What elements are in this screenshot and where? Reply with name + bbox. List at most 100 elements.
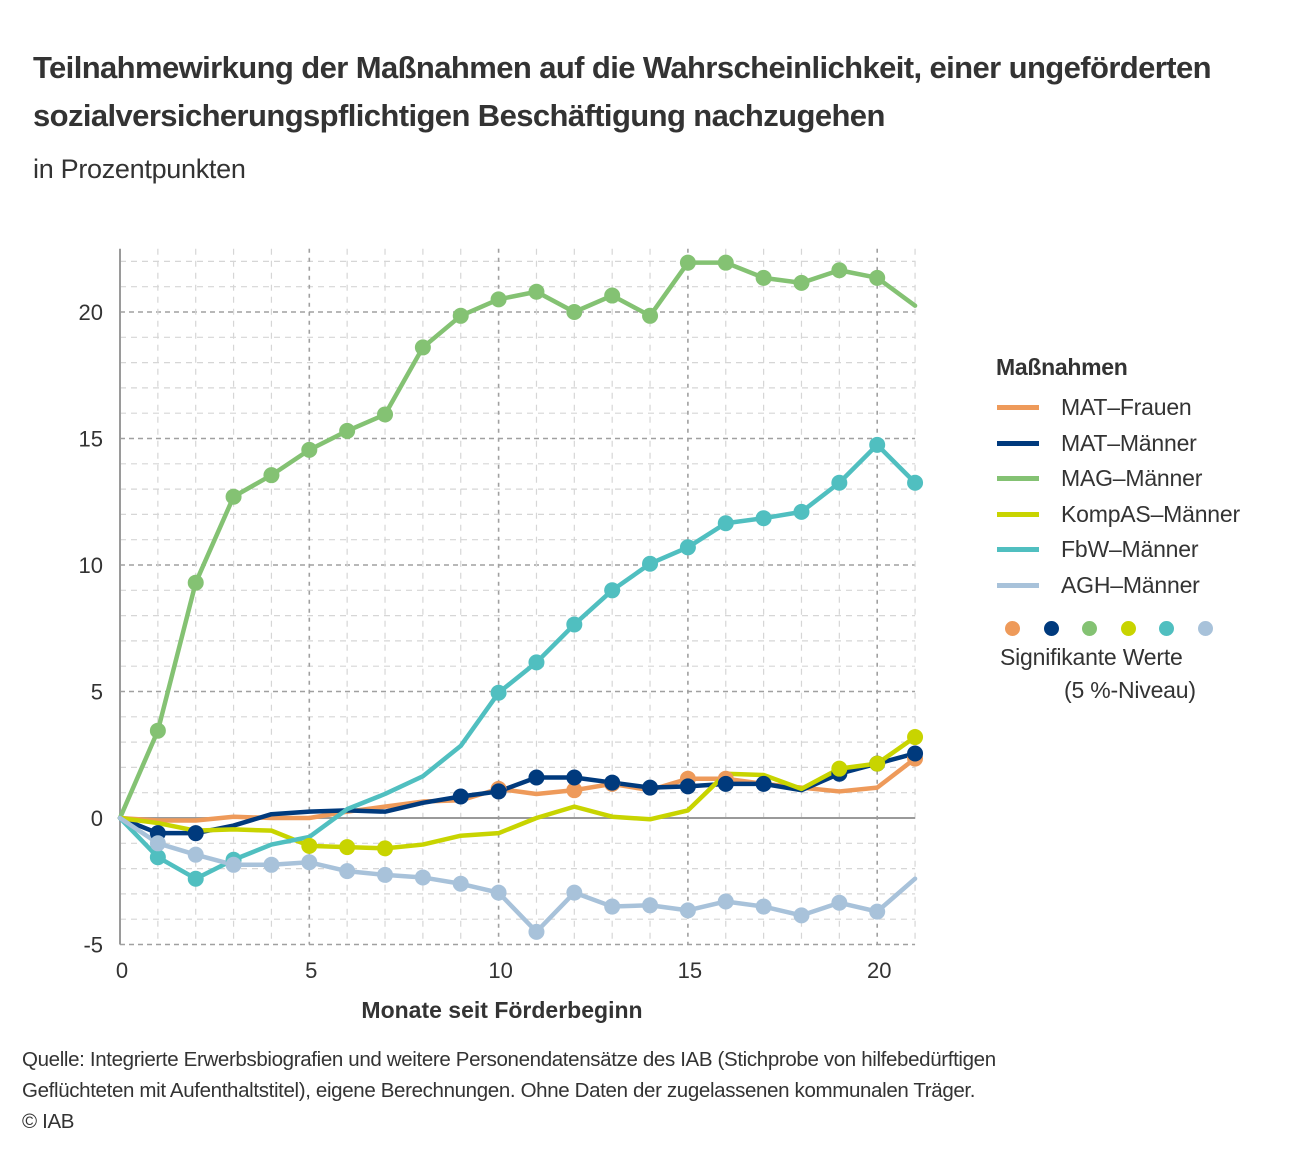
data-point-agh-männer	[831, 894, 848, 911]
legend-item: AGH–Männer	[996, 568, 1296, 604]
data-point-mat-männer	[528, 769, 545, 786]
data-point-mag-männer	[263, 467, 280, 484]
x-tick-label: 5	[305, 958, 317, 983]
data-point-agh-männer	[377, 866, 394, 883]
series-line-agh-männer	[117, 815, 918, 935]
y-tick-label: 5	[91, 680, 103, 705]
legend-swatch	[997, 476, 1039, 482]
data-point-mag-männer	[604, 287, 621, 304]
data-point-agh-männer	[755, 898, 772, 915]
data-point-agh-männer	[679, 902, 696, 919]
data-point-mag-männer	[414, 339, 431, 356]
significance-dots	[1005, 621, 1296, 636]
data-point-mat-männer	[452, 788, 469, 805]
data-point-kompas-männer	[301, 837, 318, 854]
y-tick-label: 10	[79, 553, 103, 578]
data-point-fbw-männer	[490, 684, 507, 701]
data-point-kompas-männer	[377, 840, 394, 857]
significance-dot	[1120, 621, 1136, 636]
series-line-mat-männer	[117, 751, 918, 836]
data-point-agh-männer	[414, 869, 431, 886]
grid-lines	[120, 248, 916, 946]
axes	[119, 248, 916, 945]
legend-swatch	[997, 440, 1039, 446]
data-point-fbw-männer	[907, 474, 924, 491]
legend-label: FbW–Männer	[1061, 536, 1199, 563]
significance-label-line1: Signifikante Werte	[1000, 644, 1183, 670]
data-point-agh-männer	[604, 898, 621, 915]
chart-subtitle: in Prozentpunkten	[33, 154, 246, 184]
significance-dot	[1082, 621, 1097, 636]
legend-swatch	[997, 511, 1039, 517]
data-point-mag-männer	[528, 283, 545, 300]
data-point-agh-männer	[490, 884, 507, 901]
legend-label: KompAS–Männer	[1061, 500, 1240, 527]
data-point-fbw-männer	[528, 654, 545, 671]
data-point-mat-männer	[679, 778, 696, 795]
significance-label: Signifikante Werte (5 %-Niveau)	[1000, 641, 1296, 707]
legend-item: FbW–Männer	[996, 532, 1296, 568]
data-point-fbw-männer	[793, 503, 810, 520]
data-point-agh-männer	[452, 875, 469, 892]
legend-label: MAT–Männer	[1061, 429, 1197, 456]
data-point-mag-männer	[339, 422, 356, 439]
data-point-fbw-männer	[642, 555, 659, 572]
y-tick-label: 15	[79, 427, 103, 452]
x-tick-label: 20	[867, 958, 891, 983]
data-point-agh-männer	[263, 856, 280, 873]
significance-label-line2: (5 %-Niveau)	[1064, 677, 1196, 703]
source-note: Quelle: Integrierte Erwerbsbiografien un…	[22, 1044, 1282, 1137]
data-point-agh-männer	[642, 897, 659, 914]
source-line-1: Quelle: Integrierte Erwerbsbiografien un…	[22, 1048, 996, 1071]
data-point-fbw-männer	[717, 515, 734, 532]
copyright: © IAB	[22, 1110, 75, 1133]
data-point-mat-männer	[907, 745, 924, 762]
data-point-mag-männer	[642, 307, 659, 324]
legend-item: MAT–Männer	[996, 426, 1296, 462]
data-point-agh-männer	[566, 884, 583, 901]
data-point-mat-männer	[642, 779, 659, 796]
data-point-kompas-männer	[339, 839, 356, 856]
data-point-mag-männer	[187, 574, 204, 591]
data-point-agh-männer	[187, 846, 204, 863]
legend-title: Maßnahmen	[996, 354, 1128, 380]
data-point-mag-männer	[566, 304, 583, 320]
data-point-fbw-männer	[679, 539, 696, 556]
data-point-mat-männer	[755, 775, 772, 792]
data-point-fbw-männer	[566, 616, 583, 633]
data-point-kompas-männer	[907, 729, 924, 746]
data-point-agh-männer	[869, 903, 886, 920]
series-line-kompas-männer	[117, 734, 918, 851]
data-point-agh-männer	[225, 856, 242, 873]
data-point-agh-männer	[528, 923, 545, 940]
data-point-mag-männer	[301, 441, 318, 458]
tick-labels: -5 0 5 10 15 20 0 5 10 15 20	[79, 300, 892, 983]
legend-swatch	[997, 405, 1039, 411]
legend-label: MAG–Männer	[1061, 465, 1203, 492]
data-point-mag-männer	[679, 254, 696, 271]
data-point-mat-männer	[187, 825, 204, 842]
series-lines	[117, 260, 918, 935]
data-point-mag-männer	[225, 488, 242, 505]
y-tick-label: 0	[91, 806, 103, 831]
legend-item: KompAS–Männer	[996, 497, 1296, 533]
data-point-mag-männer	[149, 722, 166, 739]
data-point-fbw-männer	[755, 510, 772, 527]
data-point-kompas-männer	[831, 760, 848, 777]
source-line-2: Geflüchteten mit Aufenthaltstitel), eige…	[22, 1079, 976, 1102]
significance-dot	[1043, 621, 1059, 636]
data-point-agh-männer	[717, 893, 734, 910]
legend-item: MAT–Frauen	[996, 390, 1296, 426]
data-point-fbw-männer	[869, 436, 886, 453]
data-point-mag-männer	[831, 262, 848, 279]
data-point-fbw-männer	[604, 582, 621, 599]
data-point-agh-männer	[301, 854, 318, 871]
data-point-kompas-männer	[869, 755, 886, 772]
data-point-mag-männer	[490, 291, 507, 308]
data-point-mag-männer	[869, 269, 886, 286]
x-tick-label: 0	[116, 958, 128, 983]
legend-swatch	[997, 547, 1039, 553]
legend-swatch	[997, 582, 1039, 588]
data-point-fbw-männer	[831, 474, 848, 491]
